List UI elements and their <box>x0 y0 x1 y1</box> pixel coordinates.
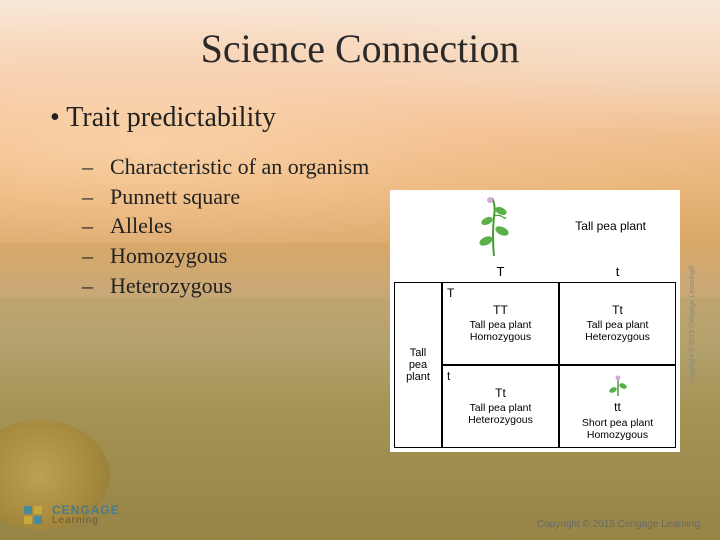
phenotype: Tall pea plant <box>470 319 532 331</box>
zygosity: Heterozygous <box>468 414 533 426</box>
genotype: tt <box>614 401 621 415</box>
short-pea-plant-icon <box>607 372 629 399</box>
punnett-cell-Tt-2: t Tt Tall pea plant Heterozygous <box>442 365 559 448</box>
genotype: Tt <box>495 387 506 401</box>
cengage-logo: CENGAGE Learning <box>20 502 120 528</box>
top-plant-label: Tall pea plant <box>575 219 646 233</box>
zygosity: Homozygous <box>587 429 648 441</box>
main-bullet: Trait predictability <box>50 102 670 134</box>
zygosity: Homozygous <box>470 331 531 343</box>
col-allele-1: T <box>442 260 559 282</box>
footer-copyright: Copyright © 2015 Cengage Learning <box>537 519 700 530</box>
phenotype: Short pea plant <box>582 417 653 429</box>
punnett-cell-Tt-1: Tt Tall pea plant Heterozygous <box>559 282 676 365</box>
punnett-cell-tt: tt Short pea plant Homozygous <box>559 365 676 448</box>
tall-pea-plant-icon <box>474 196 514 256</box>
genotype: TT <box>493 304 508 318</box>
cengage-logo-icon <box>20 502 46 528</box>
sub-bullet-item: Characteristic of an organism <box>110 152 670 182</box>
phenotype: Tall pea plant <box>587 319 649 331</box>
grid-corner <box>394 260 442 282</box>
slide-title: Science Connection <box>50 25 670 72</box>
side-plant-label: Tallpeaplant <box>394 282 442 448</box>
punnett-square-figure: Tall pea plant T t Tallpeaplant T TT Tal… <box>390 190 680 452</box>
phenotype: Tall pea plant <box>470 402 532 414</box>
cengage-logo-text: CENGAGE Learning <box>52 504 120 526</box>
genotype: Tt <box>612 304 623 318</box>
punnett-grid: T t Tallpeaplant T TT Tall pea plant Hom… <box>394 260 676 448</box>
col-allele-2: t <box>559 260 676 282</box>
zygosity: Heterozygous <box>585 331 650 343</box>
figure-copyright: Copyright © 2015 Cengage Learning® <box>689 265 696 384</box>
punnett-cell-TT: T TT Tall pea plant Homozygous <box>442 282 559 365</box>
row-allele-1: T <box>447 287 454 301</box>
row-allele-2: t <box>447 370 450 384</box>
logo-line-2: Learning <box>52 516 120 526</box>
top-plant-row: Tall pea plant <box>394 196 676 256</box>
